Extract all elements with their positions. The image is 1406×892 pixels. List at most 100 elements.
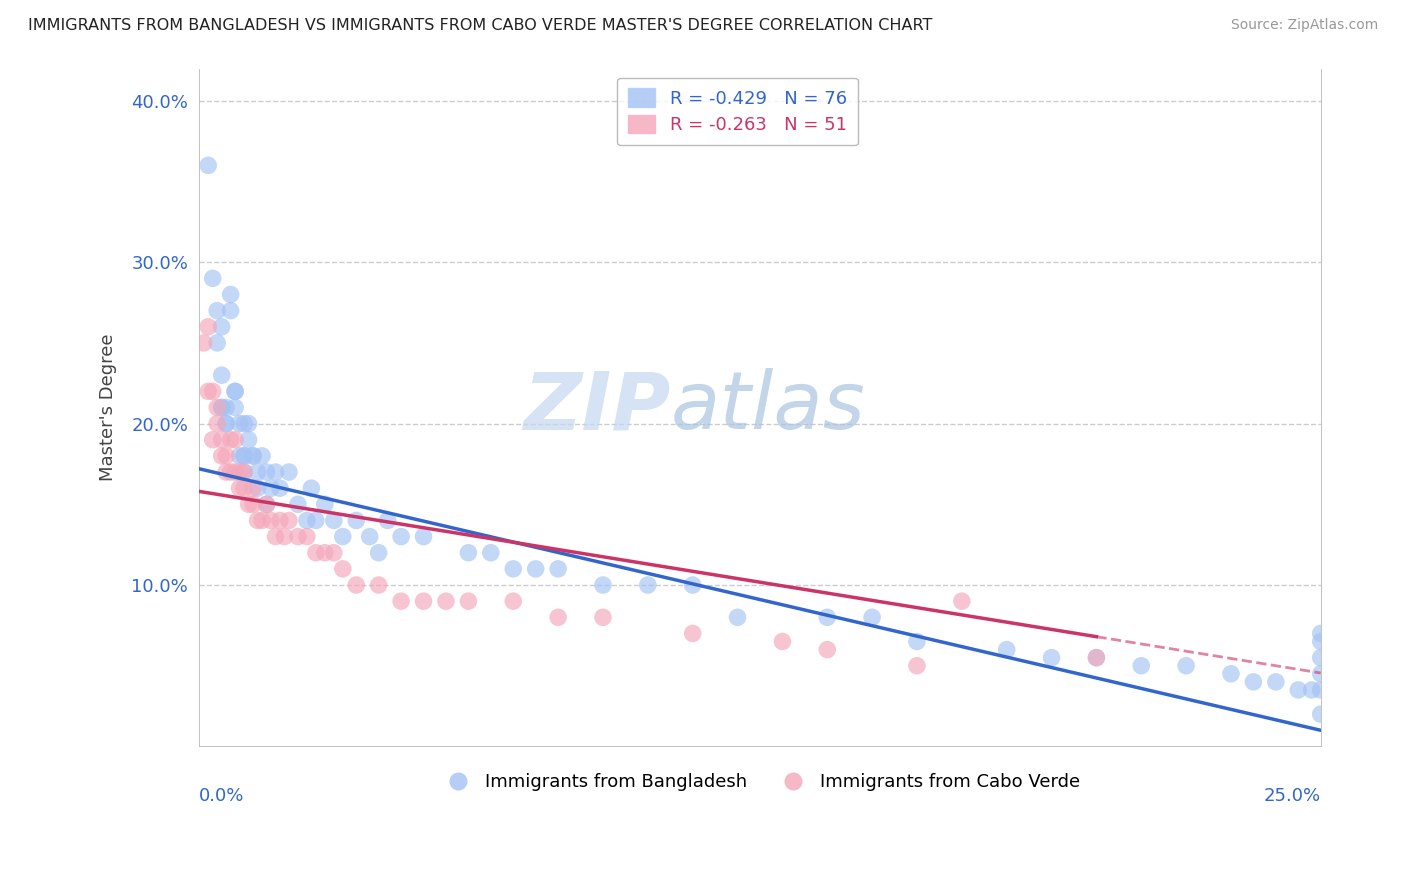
- Point: [815, 642, 838, 657]
- Point: [224, 384, 246, 399]
- Point: [219, 303, 242, 318]
- Point: [260, 513, 283, 527]
- Point: [233, 417, 256, 431]
- Point: [211, 433, 233, 447]
- Point: [233, 465, 256, 479]
- Text: Source: ZipAtlas.com: Source: ZipAtlas.com: [1230, 18, 1378, 32]
- Point: [377, 513, 399, 527]
- Point: [1309, 682, 1331, 697]
- Point: [233, 449, 256, 463]
- Point: [1220, 666, 1243, 681]
- Text: ZIP: ZIP: [523, 368, 671, 447]
- Point: [201, 271, 224, 285]
- Point: [295, 513, 318, 527]
- Point: [269, 513, 291, 527]
- Point: [242, 449, 264, 463]
- Point: [299, 481, 322, 495]
- Point: [242, 497, 264, 511]
- Point: [479, 546, 502, 560]
- Point: [205, 303, 228, 318]
- Point: [1085, 650, 1108, 665]
- Y-axis label: Master's Degree: Master's Degree: [100, 334, 117, 481]
- Point: [250, 449, 273, 463]
- Point: [224, 401, 246, 415]
- Point: [197, 158, 219, 172]
- Point: [905, 658, 928, 673]
- Point: [305, 546, 328, 560]
- Point: [322, 546, 344, 560]
- Point: [332, 530, 354, 544]
- Text: 25.0%: 25.0%: [1264, 787, 1320, 805]
- Point: [242, 481, 264, 495]
- Point: [389, 594, 412, 608]
- Point: [219, 287, 242, 301]
- Point: [547, 562, 569, 576]
- Point: [238, 497, 260, 511]
- Point: [215, 417, 238, 431]
- Point: [205, 335, 228, 350]
- Point: [238, 417, 260, 431]
- Point: [815, 610, 838, 624]
- Point: [502, 562, 524, 576]
- Text: IMMIGRANTS FROM BANGLADESH VS IMMIGRANTS FROM CABO VERDE MASTER'S DEGREE CORRELA: IMMIGRANTS FROM BANGLADESH VS IMMIGRANTS…: [28, 18, 932, 33]
- Point: [524, 562, 547, 576]
- Point: [367, 546, 389, 560]
- Point: [995, 642, 1018, 657]
- Point: [305, 513, 328, 527]
- Point: [215, 401, 238, 415]
- Point: [1309, 650, 1331, 665]
- Point: [359, 530, 381, 544]
- Point: [219, 465, 242, 479]
- Point: [211, 319, 233, 334]
- Point: [1264, 674, 1286, 689]
- Point: [278, 465, 301, 479]
- Point: [1309, 626, 1331, 640]
- Point: [233, 481, 256, 495]
- Point: [224, 465, 246, 479]
- Point: [367, 578, 389, 592]
- Point: [197, 384, 219, 399]
- Point: [238, 433, 260, 447]
- Point: [344, 578, 367, 592]
- Point: [1309, 634, 1331, 648]
- Point: [592, 578, 614, 592]
- Legend: Immigrants from Bangladesh, Immigrants from Cabo Verde: Immigrants from Bangladesh, Immigrants f…: [433, 766, 1087, 798]
- Point: [256, 465, 278, 479]
- Point: [287, 530, 309, 544]
- Point: [233, 465, 256, 479]
- Point: [260, 481, 283, 495]
- Point: [1301, 682, 1323, 697]
- Point: [1040, 650, 1063, 665]
- Point: [233, 449, 256, 463]
- Point: [1309, 666, 1331, 681]
- Point: [246, 513, 269, 527]
- Point: [246, 465, 269, 479]
- Point: [434, 594, 457, 608]
- Point: [193, 335, 215, 350]
- Text: atlas: atlas: [671, 368, 865, 447]
- Point: [215, 417, 238, 431]
- Point: [592, 610, 614, 624]
- Point: [224, 384, 246, 399]
- Point: [211, 401, 233, 415]
- Point: [314, 497, 336, 511]
- Point: [211, 449, 233, 463]
- Point: [682, 578, 704, 592]
- Point: [389, 530, 412, 544]
- Point: [205, 417, 228, 431]
- Point: [201, 433, 224, 447]
- Point: [314, 546, 336, 560]
- Point: [860, 610, 883, 624]
- Point: [269, 481, 291, 495]
- Point: [246, 481, 269, 495]
- Point: [256, 497, 278, 511]
- Point: [228, 465, 250, 479]
- Point: [201, 384, 224, 399]
- Point: [264, 465, 287, 479]
- Point: [219, 433, 242, 447]
- Point: [637, 578, 659, 592]
- Point: [682, 626, 704, 640]
- Point: [197, 319, 219, 334]
- Point: [727, 610, 749, 624]
- Point: [950, 594, 973, 608]
